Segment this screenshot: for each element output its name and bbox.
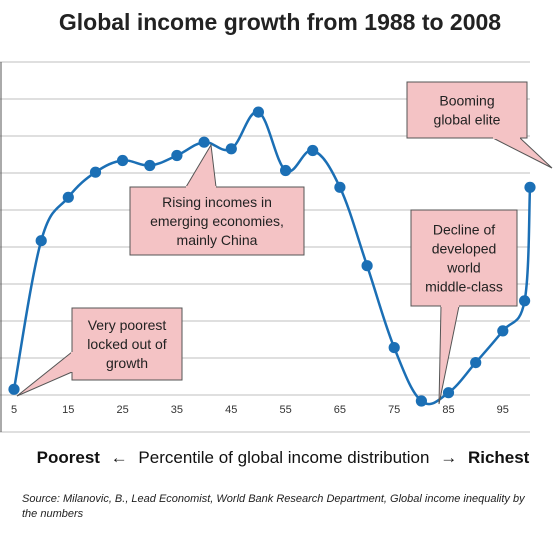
series-points [8, 106, 536, 407]
data-point [519, 295, 531, 307]
data-point [198, 136, 210, 148]
callout-box [410, 209, 518, 307]
x-tick-label: 75 [388, 404, 400, 416]
data-point [361, 260, 373, 272]
callout-text-line: developed [432, 241, 497, 257]
callout-text-line: Rising incomes in [162, 194, 272, 210]
callout-text-line: Very poorest [88, 317, 167, 333]
data-point [334, 181, 346, 193]
x-tick-label: 95 [497, 404, 509, 416]
chart-title: Global income growth from 1988 to 2008 [59, 9, 501, 35]
data-point [117, 154, 129, 167]
data-point [388, 342, 400, 354]
x-axis-left-label: Poorest [37, 448, 101, 467]
x-tick-label: 35 [171, 404, 183, 416]
callout-pointer [185, 143, 217, 188]
callout-text-line: mainly China [177, 232, 258, 248]
x-tick-label: 25 [116, 404, 128, 416]
x-tick-label: 55 [279, 404, 291, 416]
data-point [497, 325, 509, 337]
data-point [89, 166, 102, 178]
callout-decline: Decline of developed world middle-class [410, 209, 518, 405]
data-point [171, 149, 183, 162]
callout-text-line: locked out of [87, 336, 166, 352]
callout-text-line: global elite [434, 112, 501, 128]
x-tick-label: 85 [442, 404, 454, 416]
left-arrow-glyph: ← [111, 448, 128, 467]
callout-box [129, 186, 305, 256]
x-tick-label: 65 [334, 404, 346, 416]
data-point [470, 357, 482, 369]
x-tick-label: 45 [225, 404, 237, 416]
callout-text-line: middle-class [425, 279, 503, 295]
x-tick-label: 5 [11, 404, 17, 416]
x-tick-label: 15 [62, 404, 74, 416]
data-point [35, 235, 47, 247]
data-point [225, 143, 237, 155]
data-point [280, 164, 292, 177]
data-point [252, 106, 264, 118]
callout-text-line: Booming [439, 93, 494, 109]
data-point [524, 181, 536, 193]
callout-box [406, 81, 528, 139]
data-point [415, 395, 427, 407]
x-axis-caption: Poorest ← Percentile of global income di… [37, 448, 530, 467]
callout-text-line: Decline of [433, 222, 495, 238]
callout-poorest: Very poorest locked out of growth [16, 307, 183, 397]
x-axis-title: Percentile of global income distribution [138, 448, 429, 467]
callout-booming: Booming global elite [406, 81, 553, 169]
x-axis-right-label: Richest [468, 448, 530, 467]
x-tick-labels: 5 15 25 35 45 55 65 75 85 95 [11, 404, 509, 416]
data-point [8, 383, 20, 395]
data-point [62, 191, 74, 203]
callout-text-line: emerging economies, [150, 213, 284, 229]
data-point [442, 387, 455, 399]
source-note: Source: Milanovic, B., Lead Economist, W… [22, 493, 525, 520]
callout-text-line: growth [106, 355, 148, 371]
callout-box [71, 307, 183, 381]
annotations: Rising incomes in emerging economies, main… [16, 81, 553, 405]
data-point [144, 159, 156, 172]
data-point [307, 144, 319, 157]
callout-pointer [16, 350, 73, 397]
right-arrow-glyph: → [440, 448, 457, 467]
callout-pointer [492, 137, 553, 169]
callout-text-line: world [446, 260, 480, 276]
callout-rising: Rising incomes in emerging economies, main… [129, 143, 305, 256]
